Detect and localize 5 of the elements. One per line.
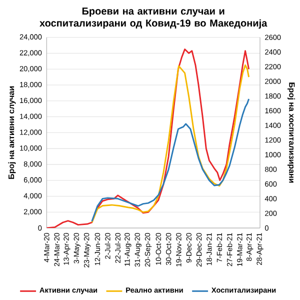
line-series: [46, 48, 250, 228]
y2-axis-title: Број на хоспитализирани: [288, 82, 295, 183]
y-axis-title: Број на активни случаи: [8, 86, 16, 179]
chart-title: Броеви на активни случаи и хоспитализирани од Ковид-19 во Македонија: [40, 8, 268, 29]
line-series: [91, 64, 250, 224]
